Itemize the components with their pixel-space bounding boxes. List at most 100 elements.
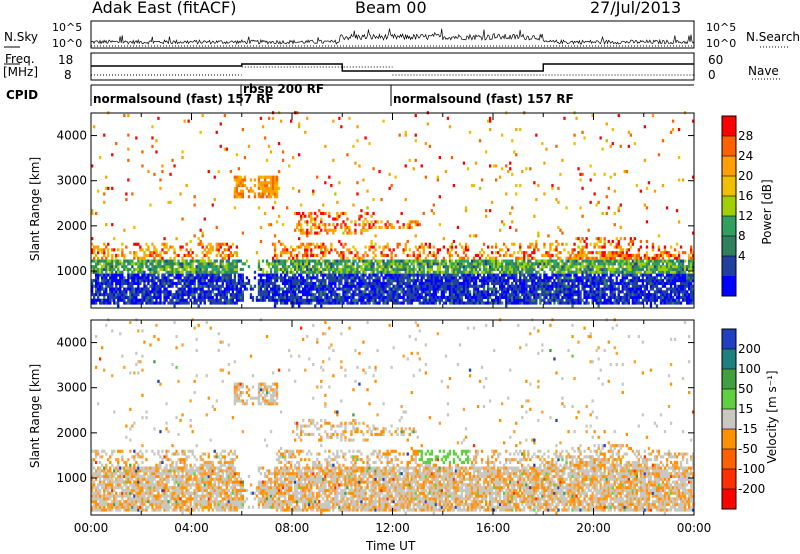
power-cell [221,295,224,299]
power-cell [575,237,578,241]
power-cell [324,290,327,294]
power-cell [117,267,120,271]
power-cell [279,301,283,305]
power-cell [436,175,440,179]
power-cell [277,214,281,218]
power-cell [235,293,239,297]
power-cell [133,295,136,299]
power-cell [223,279,227,283]
power-cell [603,293,606,297]
power-cell [261,295,265,299]
power-cell [625,287,629,291]
power-cell [294,259,297,263]
power-cell [637,267,641,271]
power-cell [281,223,285,227]
power-cell [394,253,397,257]
power-cell [533,287,536,291]
power-cell [631,242,635,246]
power-cell [599,295,602,299]
power-cell [597,265,600,269]
power-cell [567,281,570,285]
power-cell [133,253,136,257]
power-cell [119,279,122,283]
power-cell [567,290,570,294]
power-cell [320,293,323,297]
power-cell [261,298,265,302]
power-cell [487,119,490,123]
power-cell [549,293,552,297]
power-cell [151,281,154,285]
power-cell [149,259,152,263]
power-cell [259,175,263,179]
power-cell [330,267,333,271]
power-cell [617,242,620,246]
power-cell [366,284,369,288]
power-cell [573,133,576,137]
power-cell [368,293,371,297]
power-cell [203,273,206,277]
power-cell [360,301,363,305]
power-cell [215,245,218,249]
power-cell [472,262,476,266]
power-cell [633,267,637,271]
power-cell [426,270,430,274]
power-cell [111,298,114,302]
power-cell [326,284,329,288]
power-cell [213,273,216,277]
power-cell [111,293,114,297]
power-cell [563,248,566,252]
power-cell [284,251,287,255]
power-cell [404,133,407,137]
power-cell [207,295,210,299]
power-cell [211,301,214,305]
power-cell [290,251,293,255]
power-cell [633,287,637,291]
power-cell [547,298,550,302]
power-cell [396,270,399,274]
power-cell [95,270,98,274]
power-cell [430,267,434,271]
power-cell [366,298,369,302]
power-cell [458,293,462,297]
power-cell [607,251,610,255]
power-cell [356,192,359,196]
power-cell [273,262,277,266]
power-cell [535,245,538,249]
power-cell [199,295,202,299]
power-cell [267,181,271,185]
power-cell [193,284,196,288]
power-cell [499,279,502,283]
power-cell [509,287,512,291]
power-cell [237,167,241,171]
power-cell [468,270,472,274]
power-cell [173,304,176,308]
power-cell [549,284,552,288]
power-cell [328,290,331,294]
power-cell [637,301,641,305]
power-cell [619,237,622,241]
power-cell [269,267,273,271]
power-cell [346,270,349,274]
power-cell [362,225,365,229]
power-cell [155,270,158,274]
power-cell [145,242,148,246]
power-cell [322,301,325,305]
power-cell [257,259,261,263]
power-cell [464,253,468,257]
power-cell [543,298,546,302]
power-cell [195,270,198,274]
power-cell [300,225,303,229]
power-cell [420,301,423,305]
power-cell [306,287,309,291]
power-cell [233,293,237,297]
power-cell [497,251,500,255]
power-cell [601,256,604,260]
power-cell [153,172,156,176]
power-cell [233,178,237,182]
power-cell [539,262,542,266]
power-cell [400,276,403,280]
power-cell [298,237,301,241]
power-cell [324,248,327,252]
power-cell [641,265,645,269]
power-cell [428,281,432,285]
